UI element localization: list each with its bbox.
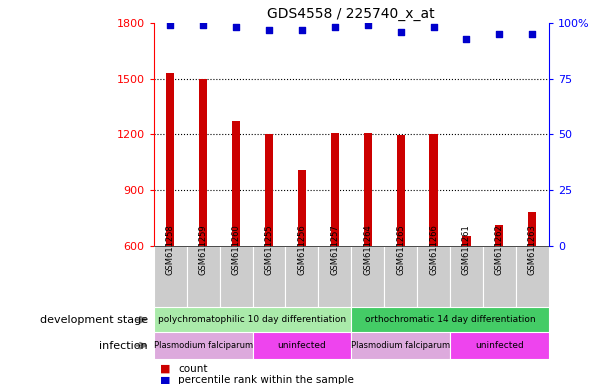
- Bar: [298, 170, 306, 246]
- Text: GSM611265: GSM611265: [396, 225, 405, 275]
- Text: GSM611260: GSM611260: [232, 225, 241, 275]
- Bar: [384, 246, 417, 307]
- Bar: [285, 246, 318, 307]
- Text: GSM611263: GSM611263: [528, 224, 537, 275]
- Point: [231, 25, 241, 31]
- Bar: [253, 246, 285, 307]
- Text: orthochromatic 14 day differentiation: orthochromatic 14 day differentiation: [365, 315, 535, 324]
- Bar: [351, 246, 384, 307]
- Text: Plasmodium falciparum: Plasmodium falciparum: [351, 341, 450, 350]
- Point: [494, 31, 504, 37]
- Bar: [364, 132, 372, 246]
- Point: [264, 26, 274, 33]
- Text: count: count: [178, 364, 207, 374]
- Point: [198, 22, 208, 28]
- Text: polychromatophilic 10 day differentiation: polychromatophilic 10 day differentiatio…: [159, 315, 347, 324]
- Title: GDS4558 / 225740_x_at: GDS4558 / 225740_x_at: [268, 7, 435, 21]
- Text: uninfected: uninfected: [277, 341, 326, 350]
- Text: GSM611258: GSM611258: [166, 225, 175, 275]
- Bar: [450, 332, 549, 359]
- Bar: [450, 246, 483, 307]
- Text: uninfected: uninfected: [475, 341, 524, 350]
- Bar: [483, 246, 516, 307]
- Text: GSM611256: GSM611256: [297, 225, 306, 275]
- Bar: [166, 73, 174, 246]
- Bar: [253, 332, 352, 359]
- Text: percentile rank within the sample: percentile rank within the sample: [178, 375, 354, 384]
- Bar: [463, 237, 470, 246]
- Text: GSM611259: GSM611259: [198, 225, 207, 275]
- Bar: [417, 246, 450, 307]
- Point: [165, 22, 175, 28]
- Text: GSM611255: GSM611255: [265, 225, 274, 275]
- Point: [429, 25, 438, 31]
- Bar: [429, 134, 438, 246]
- Text: ■: ■: [160, 364, 170, 374]
- Text: GSM611262: GSM611262: [495, 225, 504, 275]
- Bar: [154, 332, 253, 359]
- Bar: [265, 134, 273, 246]
- Text: infection: infection: [99, 341, 148, 351]
- Bar: [199, 79, 207, 246]
- Bar: [187, 246, 219, 307]
- Text: GSM611266: GSM611266: [429, 224, 438, 275]
- Bar: [397, 135, 405, 246]
- Bar: [528, 212, 537, 246]
- Point: [462, 36, 472, 42]
- Text: GSM611264: GSM611264: [363, 225, 372, 275]
- Text: development stage: development stage: [40, 314, 148, 325]
- Text: Plasmodium falciparum: Plasmodium falciparum: [154, 341, 253, 350]
- Point: [363, 22, 373, 28]
- Text: GSM611261: GSM611261: [462, 225, 471, 275]
- Bar: [318, 246, 351, 307]
- Bar: [154, 307, 352, 332]
- Point: [330, 25, 339, 31]
- Bar: [154, 246, 187, 307]
- Bar: [351, 332, 450, 359]
- Point: [297, 26, 307, 33]
- Bar: [351, 307, 549, 332]
- Bar: [495, 225, 504, 246]
- Bar: [330, 132, 339, 246]
- Bar: [219, 246, 253, 307]
- Text: ■: ■: [160, 375, 170, 384]
- Text: GSM611257: GSM611257: [330, 225, 339, 275]
- Point: [396, 29, 405, 35]
- Bar: [232, 121, 240, 246]
- Point: [528, 31, 537, 37]
- Bar: [516, 246, 549, 307]
